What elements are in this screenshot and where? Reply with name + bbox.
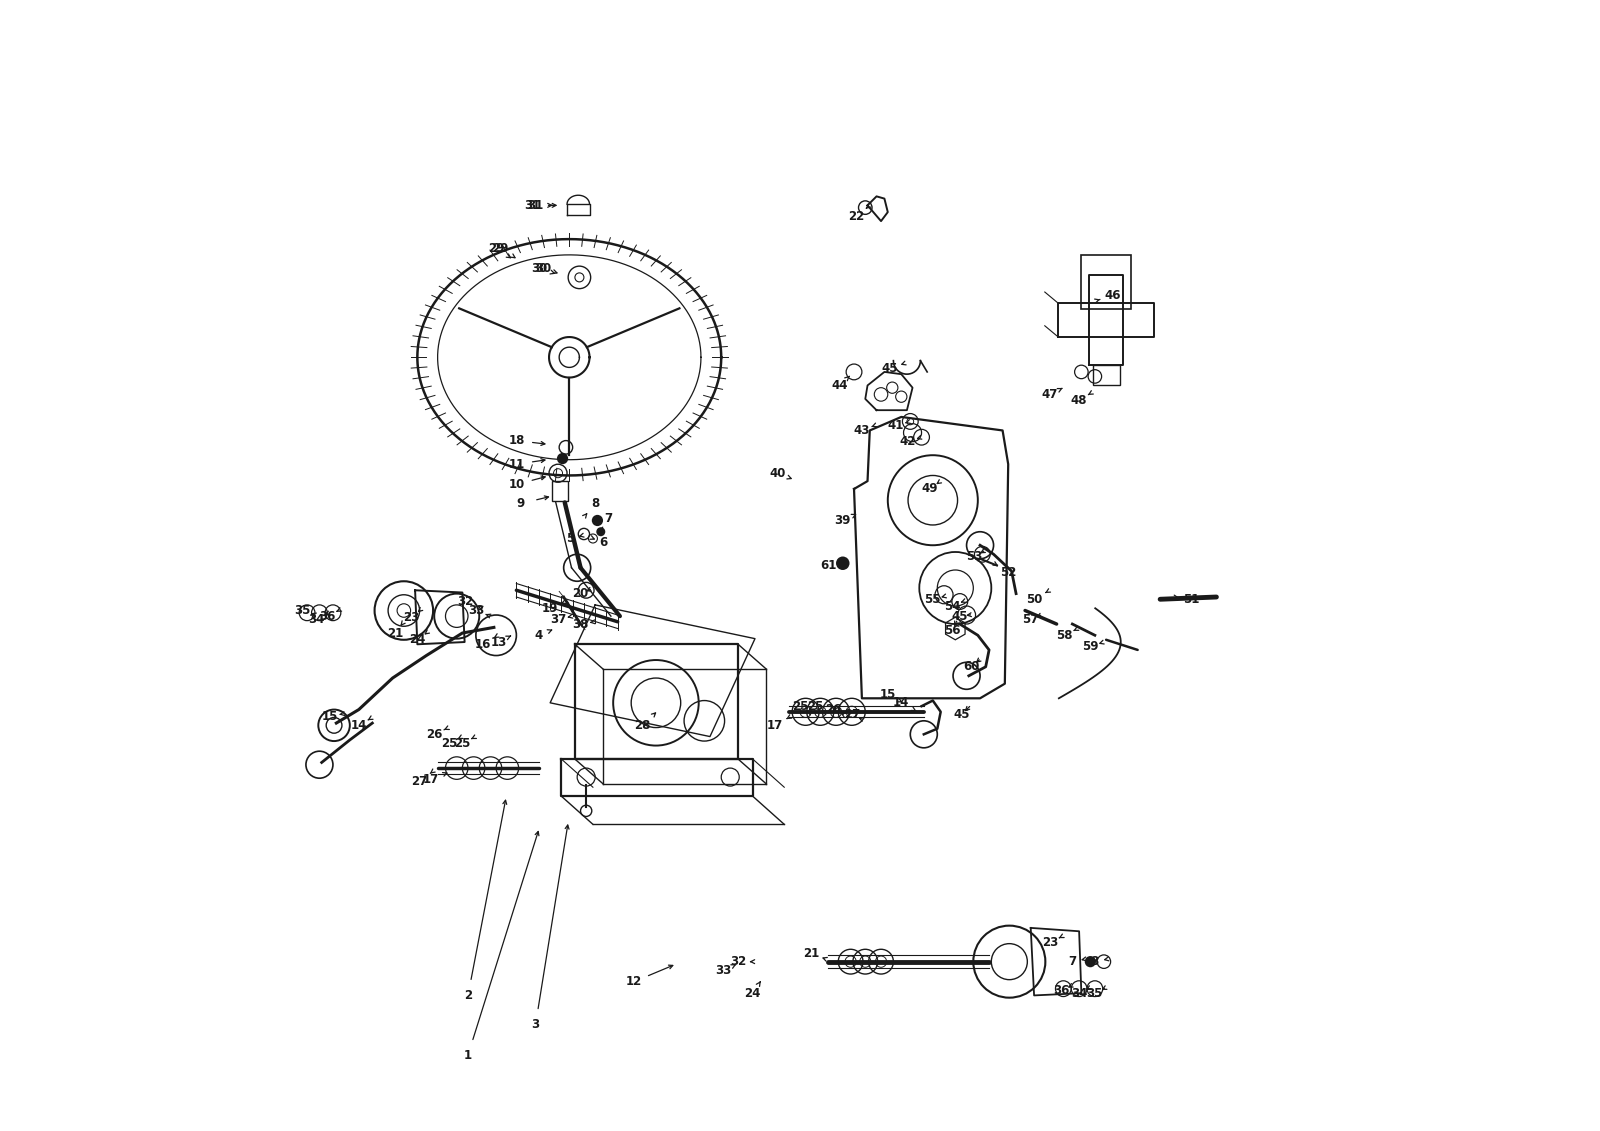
Text: 14: 14: [350, 719, 366, 732]
Circle shape: [592, 515, 603, 526]
Text: 17: 17: [766, 719, 784, 732]
Text: 3: 3: [531, 1018, 539, 1031]
Text: 51: 51: [1184, 593, 1200, 606]
Text: 34: 34: [1070, 986, 1088, 1000]
Text: 15: 15: [880, 689, 896, 701]
Text: 24: 24: [744, 986, 762, 1000]
Circle shape: [837, 556, 850, 570]
Text: 47: 47: [1042, 388, 1058, 400]
Text: 24: 24: [410, 633, 426, 646]
Text: 28: 28: [634, 719, 651, 732]
Text: 8: 8: [590, 498, 600, 510]
Text: 38: 38: [573, 618, 589, 630]
Text: 23: 23: [403, 611, 419, 624]
Text: 2: 2: [464, 988, 472, 1002]
Text: 34: 34: [307, 613, 325, 627]
Circle shape: [557, 452, 568, 464]
Text: 45: 45: [882, 362, 898, 375]
Text: 57: 57: [1022, 613, 1038, 627]
Text: 44: 44: [830, 379, 848, 392]
Text: 49: 49: [922, 483, 938, 495]
Text: 45: 45: [952, 610, 968, 623]
Text: 50: 50: [1026, 593, 1042, 606]
Text: 58: 58: [1056, 629, 1072, 641]
Text: 46: 46: [1104, 288, 1122, 302]
Text: 41: 41: [888, 420, 904, 432]
Text: 22: 22: [848, 210, 864, 223]
Text: 10: 10: [509, 478, 525, 491]
Text: 37: 37: [550, 613, 566, 627]
Text: 4: 4: [534, 629, 542, 641]
Text: 43: 43: [854, 424, 870, 437]
Text: 23: 23: [1042, 936, 1058, 949]
Text: 36: 36: [318, 610, 336, 623]
Text: 39: 39: [835, 513, 851, 527]
Bar: [552, 481, 568, 501]
Text: 21: 21: [803, 948, 819, 960]
Text: 19: 19: [542, 602, 558, 615]
Text: 29: 29: [493, 242, 509, 254]
Text: 12: 12: [626, 975, 642, 988]
Text: 7: 7: [605, 511, 613, 525]
Text: 7: 7: [1069, 956, 1077, 968]
Text: 21: 21: [387, 627, 403, 639]
Text: 35: 35: [294, 604, 310, 618]
Text: 60: 60: [963, 661, 979, 673]
Text: 31: 31: [528, 199, 544, 211]
Text: 29: 29: [488, 242, 504, 254]
Text: 14: 14: [893, 697, 909, 709]
Text: 33: 33: [467, 604, 483, 618]
Text: 26: 26: [426, 728, 443, 741]
Text: 31: 31: [525, 199, 541, 211]
Text: 30: 30: [531, 262, 547, 275]
Bar: [1093, 365, 1120, 386]
Bar: [1082, 254, 1131, 309]
Text: 33: 33: [715, 964, 731, 977]
Text: 8: 8: [1091, 956, 1099, 968]
Text: 9: 9: [517, 498, 525, 510]
Text: 36: 36: [1053, 984, 1069, 998]
Text: 61: 61: [819, 559, 837, 572]
Text: 16: 16: [475, 638, 491, 650]
Text: 32: 32: [730, 956, 746, 968]
Text: 20: 20: [573, 587, 589, 601]
Text: 13: 13: [490, 636, 507, 648]
Text: 25: 25: [792, 700, 808, 713]
Text: 5: 5: [566, 532, 574, 545]
Text: 1: 1: [464, 1048, 472, 1062]
Text: 35: 35: [1086, 986, 1102, 1000]
Text: 45: 45: [954, 708, 970, 720]
Text: 40: 40: [770, 467, 786, 480]
Circle shape: [597, 527, 605, 536]
Text: 32: 32: [458, 595, 474, 608]
Text: 42: 42: [899, 435, 917, 448]
Text: 6: 6: [598, 536, 606, 550]
Text: 30: 30: [536, 262, 552, 275]
Text: 55: 55: [925, 593, 941, 606]
Text: 48: 48: [1070, 394, 1088, 406]
Text: 27: 27: [843, 708, 859, 720]
Text: 25: 25: [808, 700, 824, 713]
Text: 56: 56: [944, 624, 960, 637]
Text: 17: 17: [422, 772, 438, 786]
Text: 59: 59: [1082, 640, 1099, 653]
Text: 53: 53: [966, 550, 982, 563]
Text: 25: 25: [454, 736, 470, 750]
Text: 11: 11: [509, 458, 525, 470]
Text: 15: 15: [322, 710, 338, 723]
Text: 52: 52: [1000, 566, 1016, 579]
Text: 26: 26: [826, 703, 842, 716]
Text: 18: 18: [509, 434, 525, 447]
Text: 25: 25: [440, 736, 458, 750]
Circle shape: [1085, 956, 1096, 967]
Text: 54: 54: [944, 599, 960, 613]
Text: 27: 27: [411, 775, 427, 788]
